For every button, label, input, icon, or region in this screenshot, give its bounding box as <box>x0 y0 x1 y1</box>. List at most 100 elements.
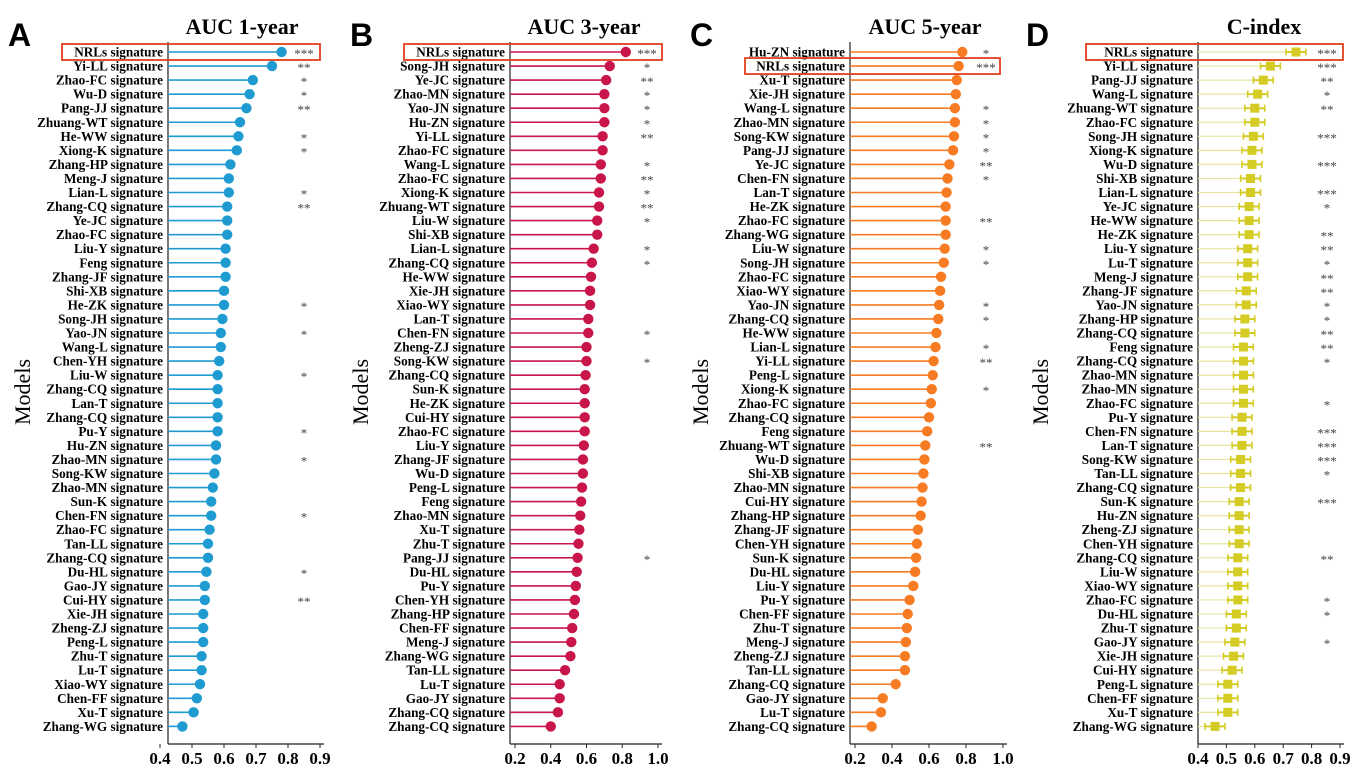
panel-d-significance: *** <box>1317 187 1337 202</box>
panel-a-point <box>198 637 208 647</box>
panel-d-significance: ** <box>1321 102 1334 117</box>
panel-a-row-label: NRLs signature <box>74 45 163 60</box>
panel-d-x-tick-label: 0.6 <box>1244 749 1265 766</box>
panel-c-significance: * <box>983 130 990 145</box>
panel-c-point <box>902 623 912 633</box>
panel-d-point <box>1223 694 1232 703</box>
panel-d-point <box>1253 90 1262 99</box>
panel-c-significance: * <box>983 172 990 187</box>
panel-b-row-label: Zhang-CQ signature <box>388 255 505 270</box>
panel-d-point <box>1239 385 1248 394</box>
panel-letter-b: B <box>350 17 373 53</box>
panel-c-row-label: Zhao-MN signature <box>734 115 846 130</box>
panel-c-row-label: Zhang-HP signature <box>731 508 846 523</box>
panel-a-row-label: Wang-L signature <box>62 340 163 355</box>
panel-letter-a: A <box>8 17 31 53</box>
panel-a-significance: ** <box>298 60 311 75</box>
panel-b-point <box>553 707 563 717</box>
panel-b-row-label: Cui-HY signature <box>405 410 505 425</box>
panel-d-row-label: Hu-ZN signature <box>1097 508 1193 523</box>
panel-c-point <box>927 384 937 394</box>
panel-d-point <box>1240 329 1249 338</box>
panel-b-row-label: Wu-D signature <box>415 466 505 481</box>
panel-a-point <box>203 539 213 549</box>
panel-d-row-label: Zheng-ZJ signature <box>1081 522 1193 537</box>
panel-d-point <box>1259 76 1268 85</box>
panel-a-row-label: Feng signature <box>79 255 163 270</box>
panel-c-row-label: Chen-FF signature <box>739 607 845 622</box>
panel-c-point <box>933 314 943 324</box>
panel-d-point <box>1236 469 1245 478</box>
panel-d-row-label: Zhu-T signature <box>1101 621 1193 636</box>
panel-b-row-label: Xiao-WY signature <box>396 297 505 312</box>
panel-a-x-tick-label: 0.5 <box>181 749 202 766</box>
panel-d-significance: * <box>1324 468 1331 483</box>
panel-a-significance: * <box>301 187 308 202</box>
panel-c-point <box>918 468 928 478</box>
panel-d-point <box>1235 525 1244 534</box>
panel-a-significance: * <box>301 144 308 159</box>
panel-d-point <box>1233 595 1242 604</box>
panel-c-row-label: Shi-XB signature <box>748 466 845 481</box>
panel-c-point <box>940 201 950 211</box>
panel-d-significance: *** <box>1317 496 1337 511</box>
panel-a-x-tick-label: 0.9 <box>309 749 330 766</box>
panel-d-point <box>1223 708 1232 717</box>
panel-d-point <box>1243 258 1252 267</box>
panel-b-row-label: Gao-JY signature <box>406 691 505 706</box>
panel-b-point <box>580 412 590 422</box>
panel-d-title: C-index <box>1227 14 1302 39</box>
panel-a-point <box>222 215 232 225</box>
panel-b-point <box>621 47 631 57</box>
panel-b-row-label: Xie-JH signature <box>409 283 505 298</box>
panel-d-significance: ** <box>1321 271 1334 286</box>
panel-c-row-label: Lian-L signature <box>750 340 845 355</box>
panel-a-point <box>203 553 213 563</box>
panel-a-row-label: Liu-Y signature <box>74 241 163 256</box>
panel-d-row-label: Zhang-CQ signature <box>1076 354 1193 369</box>
panel-b-point <box>578 468 588 478</box>
panel-a-significance: * <box>301 327 308 342</box>
panel-d-significance: ** <box>1321 341 1334 356</box>
panel-c-row-label: Peng-L signature <box>749 368 845 383</box>
panel-a-point <box>220 244 230 254</box>
panel-b-point <box>579 440 589 450</box>
panel-c-point <box>917 482 927 492</box>
panel-b-row-label: Wang-L signature <box>404 157 505 172</box>
panel-a-row-label: Zhang-HP signature <box>49 157 164 172</box>
panel-c-point <box>913 525 923 535</box>
panel-b-row-label: NRLs signature <box>416 45 505 60</box>
panel-a-row-label: Zhang-CQ signature <box>46 550 163 565</box>
panel-a-point <box>209 468 219 478</box>
panel-d-row-label: Peng-L signature <box>1097 677 1193 692</box>
panel-c-point <box>911 553 921 563</box>
panel-a-point <box>212 398 222 408</box>
panel-a-point <box>224 187 234 197</box>
panel-a-row-label: Zhao-FC signature <box>56 73 163 88</box>
panel-d-point <box>1211 722 1220 731</box>
panel-b-significance: * <box>644 552 651 567</box>
panel-c-point <box>876 707 886 717</box>
panel-d-significance: ** <box>1321 327 1334 342</box>
panel-c-point <box>900 651 910 661</box>
panel-c-row-label: Zhang-JF signature <box>734 522 845 537</box>
panel-c-row-label: Pu-Y signature <box>760 592 845 607</box>
panel-a-row-label: Xiao-WY signature <box>54 677 163 692</box>
panel-c-ylabel: Models <box>688 359 713 425</box>
panel-b-point <box>597 145 607 155</box>
panel-a-row-label: Du-HL signature <box>68 564 164 579</box>
panel-d-point <box>1233 553 1242 562</box>
panel-b-point <box>581 356 591 366</box>
panel-d-row-label: Zhao-MN signature <box>1082 368 1194 383</box>
panel-a-significance: * <box>301 510 308 525</box>
panel-b-significance: * <box>644 355 651 370</box>
panel-d-row-label: Song-KW signature <box>1082 452 1193 467</box>
panel-d-row-label: Zhao-FC signature <box>1086 396 1193 411</box>
panel-a-point <box>241 103 251 113</box>
panel-d-significance: *** <box>1317 46 1337 61</box>
panel-b-point <box>569 609 579 619</box>
panel-d-point <box>1228 666 1237 675</box>
panel-a-row-label: Xiong-K signature <box>59 143 163 158</box>
panel-c-row-label: Liu-W signature <box>752 241 845 256</box>
panel-a-point <box>192 693 202 703</box>
